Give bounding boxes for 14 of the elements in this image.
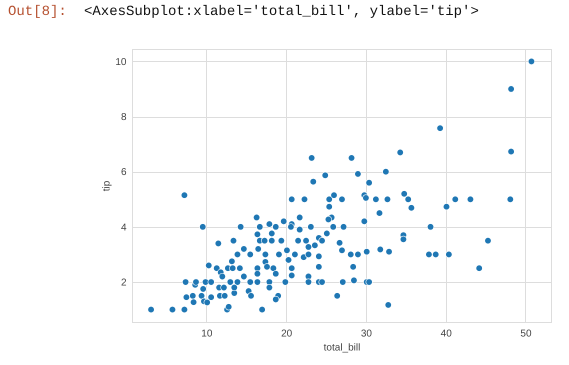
x-axis-title: total_bill (324, 342, 360, 354)
y-tick-label: 2 (120, 278, 127, 289)
text: Out[8]: (8, 4, 67, 20)
x-tick-label: 30 (360, 328, 372, 340)
y-tick-label: 4 (120, 222, 127, 234)
x-tick-label: 20 (281, 328, 293, 340)
y-axis-title: tip (101, 180, 112, 192)
text: <AxesSubplot:xlabel='total_bill', ylabel='tip'> (84, 4, 479, 20)
y-tick-label: 10 (115, 56, 127, 68)
y-tick-label: 8 (120, 112, 127, 124)
x-tick-label: 50 (520, 328, 532, 340)
x-tick-label: 40 (440, 328, 452, 340)
x-tick-label: 10 (201, 328, 213, 340)
y-tick-label: 6 (120, 167, 127, 178)
